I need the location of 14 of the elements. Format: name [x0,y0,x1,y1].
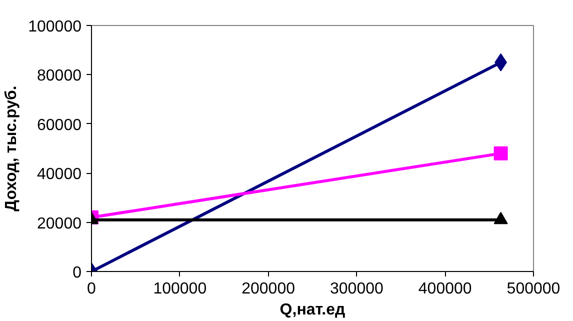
x-tick-label: 500000 [506,280,560,298]
y-tick-label: 40000 [37,166,82,184]
y-tick-label: 20000 [37,215,82,232]
y-tick-label: 60000 [37,116,82,134]
y-tick-label: 0 [72,264,82,282]
x-tick-label: 100000 [153,280,207,298]
y-tick-label: 100000 [28,18,82,36]
x-tick-label: 0 [87,280,96,298]
x-tick-label: 200000 [242,280,296,298]
y-axis-title: Доход, тыс.руб. [3,86,20,212]
x-axis-title: Q,нат.ед [280,302,346,318]
x-tick-label: 400000 [418,280,472,298]
x-tick-label: 300000 [330,280,384,298]
y-tick-label: 80000 [37,68,82,85]
